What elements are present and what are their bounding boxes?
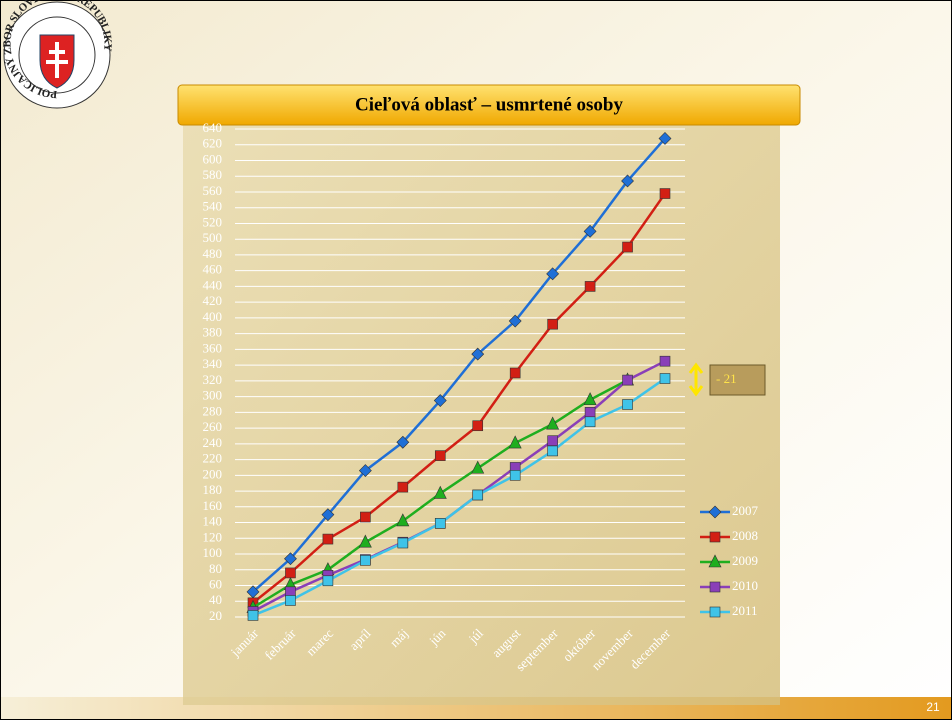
data-point — [508, 435, 522, 449]
legend-label: 2008 — [732, 528, 758, 543]
data-point — [397, 537, 409, 549]
y-tick-label: 40 — [209, 592, 222, 607]
series-line — [252, 137, 666, 593]
data-point — [547, 318, 558, 330]
y-tick-label: 460 — [203, 262, 223, 277]
y-tick-label: 640 — [203, 120, 223, 135]
legend-marker — [708, 554, 722, 568]
data-point — [509, 470, 521, 481]
y-tick-label: 480 — [203, 246, 223, 261]
y-tick-label: 320 — [203, 372, 223, 387]
data-point — [659, 355, 671, 367]
y-tick-label: 200 — [203, 466, 223, 481]
data-point — [285, 595, 296, 606]
data-point — [396, 435, 410, 449]
data-point — [433, 394, 447, 407]
data-point — [509, 367, 521, 379]
y-tick-label: 340 — [203, 356, 223, 371]
data-point — [547, 435, 558, 446]
y-tick-label: 80 — [209, 561, 222, 576]
y-tick-label: 380 — [203, 325, 223, 340]
data-point — [584, 416, 596, 428]
y-tick-label: 240 — [203, 435, 223, 450]
data-point — [433, 485, 447, 499]
slide-number: 21 — [926, 700, 940, 714]
legend-marker — [708, 505, 722, 519]
data-point — [622, 241, 633, 253]
annotation: - 21 — [716, 371, 737, 386]
y-tick-label: 220 — [203, 451, 223, 466]
data-point — [472, 489, 484, 501]
legend-label: 2011 — [732, 603, 758, 618]
y-tick-label: 500 — [203, 230, 223, 245]
data-point — [658, 132, 672, 145]
data-point — [471, 347, 485, 361]
data-point — [547, 445, 558, 457]
data-point — [358, 464, 372, 478]
legend-marker — [709, 531, 721, 543]
legend-marker — [709, 581, 721, 593]
series-line — [252, 377, 666, 617]
data-point — [622, 399, 633, 410]
data-point — [360, 511, 371, 523]
y-tick-label: 120 — [203, 529, 223, 544]
data-point — [584, 281, 596, 292]
y-tick-label: 60 — [209, 577, 222, 592]
data-point — [247, 610, 259, 621]
data-point — [397, 481, 409, 493]
annotation-arrow — [688, 362, 704, 397]
data-point — [584, 407, 596, 418]
data-point — [508, 314, 522, 328]
data-point — [321, 508, 335, 522]
y-tick-label: 20 — [209, 608, 222, 623]
y-tick-label: 180 — [203, 482, 223, 497]
title-bar — [177, 84, 801, 126]
legend-label: 2010 — [732, 578, 758, 593]
data-point — [434, 518, 446, 529]
data-point — [285, 567, 296, 579]
data-point — [472, 420, 484, 432]
legend-marker — [709, 606, 721, 618]
y-tick-label: 280 — [203, 403, 223, 418]
data-point — [360, 555, 371, 566]
y-tick-label: 300 — [203, 388, 223, 403]
y-tick-label: 560 — [203, 183, 223, 198]
data-point — [583, 392, 597, 406]
data-point — [621, 174, 634, 188]
y-tick-label: 540 — [203, 199, 223, 214]
y-tick-label: 420 — [203, 293, 223, 308]
data-point — [284, 552, 297, 566]
data-point — [322, 575, 334, 587]
series-line — [252, 192, 667, 604]
data-point — [583, 224, 597, 238]
y-tick-label: 260 — [203, 419, 223, 434]
data-point — [659, 373, 671, 384]
data-point — [546, 267, 560, 281]
data-point — [622, 374, 633, 386]
y-tick-label: 580 — [203, 167, 223, 182]
emblem: POLICAJNÝ ZBOR SLOVENSKEJ REPUBLIKY — [1, 0, 114, 109]
y-tick-label: 160 — [203, 498, 223, 513]
y-tick-label: 400 — [203, 309, 223, 324]
data-point — [396, 513, 410, 527]
y-tick-label: 620 — [203, 136, 223, 151]
chart-title: Cieľová oblasť – usmrtené osoby — [355, 94, 623, 115]
annotation-box — [709, 364, 766, 396]
data-point — [434, 450, 446, 461]
data-point — [546, 416, 560, 430]
y-tick-label: 600 — [203, 151, 223, 166]
legend-label: 2009 — [732, 553, 758, 568]
data-point — [358, 534, 372, 548]
y-tick-label: 100 — [203, 545, 223, 560]
y-tick-label: 140 — [203, 514, 223, 529]
y-tick-label: 440 — [203, 277, 223, 292]
legend-label: 2007 — [732, 503, 759, 518]
data-point — [322, 533, 334, 545]
y-tick-label: 360 — [203, 340, 223, 355]
data-point — [659, 188, 671, 199]
y-tick-label: 520 — [203, 214, 223, 229]
data-point — [471, 460, 485, 474]
